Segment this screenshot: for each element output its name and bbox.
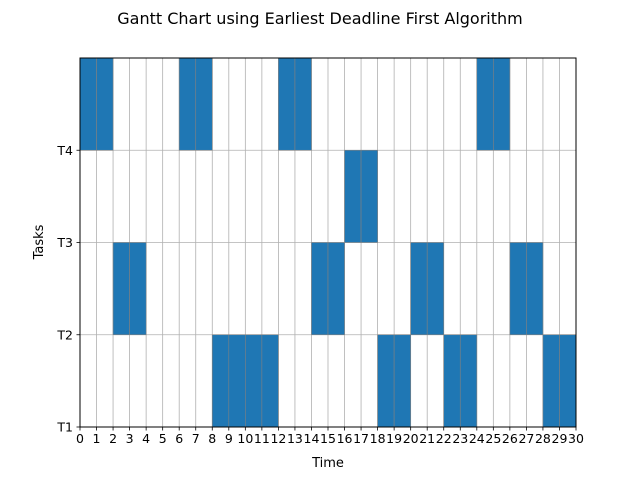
gantt-bar bbox=[112, 242, 130, 336]
x-ticks: 0 1 2 3 4 5 6 7 8 9 10 11 12 13 14 15 16 17 18 19 20 21 22 23 24… bbox=[76, 427, 584, 446]
x-tick-label: 30 bbox=[568, 431, 584, 446]
gantt-bar bbox=[129, 242, 147, 336]
x-tick-label: 1 bbox=[93, 431, 101, 446]
x-tick-label: 12 bbox=[270, 431, 286, 446]
x-tick-label: 23 bbox=[452, 431, 468, 446]
gantt-bar bbox=[393, 334, 411, 428]
x-tick-label: 13 bbox=[287, 431, 303, 446]
gantt-bar bbox=[509, 242, 527, 336]
gantt-bar bbox=[559, 334, 577, 428]
gantt-bar bbox=[526, 242, 544, 336]
x-axis-label: Time bbox=[311, 456, 344, 471]
x-tick-label: 10 bbox=[237, 431, 253, 446]
gantt-bar bbox=[245, 334, 263, 428]
y-ticks: T1 T2 T3 T4 bbox=[56, 143, 80, 435]
x-tick-label: 27 bbox=[518, 431, 534, 446]
x-tick-label: 25 bbox=[485, 431, 501, 446]
x-tick-label: 28 bbox=[535, 431, 551, 446]
x-tick-label: 7 bbox=[192, 431, 200, 446]
gantt-bar bbox=[79, 57, 97, 151]
gantt-bar bbox=[443, 334, 461, 428]
x-tick-label: 29 bbox=[552, 431, 568, 446]
x-tick-label: 24 bbox=[469, 431, 485, 446]
x-tick-label: 9 bbox=[225, 431, 233, 446]
x-tick-label: 19 bbox=[386, 431, 402, 446]
gantt-bar bbox=[178, 57, 197, 151]
x-tick-label: 6 bbox=[175, 431, 183, 446]
x-tick-label: 20 bbox=[403, 431, 419, 446]
x-tick-label: 18 bbox=[370, 431, 386, 446]
x-tick-label: 3 bbox=[126, 431, 134, 446]
y-tick-label: T4 bbox=[56, 143, 73, 158]
x-tick-label: 14 bbox=[304, 431, 320, 446]
gantt-bar bbox=[360, 149, 378, 243]
gantt-bar bbox=[542, 334, 560, 428]
chart-title: Gantt Chart using Earliest Deadline Firs… bbox=[117, 9, 522, 28]
gantt-bar bbox=[459, 334, 478, 428]
gantt-bar bbox=[211, 334, 230, 428]
gantt-bar bbox=[344, 149, 362, 243]
x-tick-label: 26 bbox=[502, 431, 518, 446]
x-tick-label: 2 bbox=[109, 431, 117, 446]
plot-area: 0 1 2 3 4 5 6 7 8 9 10 11 12 13 14 15 16 17 18 19 20 21 22 23 24… bbox=[56, 57, 584, 446]
x-tick-label: 0 bbox=[76, 431, 84, 446]
task-bars bbox=[79, 57, 577, 428]
gantt-bar bbox=[261, 334, 279, 428]
gantt-bar bbox=[426, 242, 445, 336]
x-tick-label: 16 bbox=[337, 431, 353, 446]
gantt-bar bbox=[476, 57, 494, 151]
gantt-bar bbox=[294, 57, 312, 151]
x-tick-label: 5 bbox=[159, 431, 167, 446]
gantt-bar bbox=[493, 57, 511, 151]
x-tick-label: 17 bbox=[353, 431, 369, 446]
x-tick-label: 21 bbox=[419, 431, 435, 446]
y-tick-label: T3 bbox=[56, 235, 73, 250]
x-tick-label: 11 bbox=[254, 431, 270, 446]
y-tick-label: T1 bbox=[56, 420, 73, 435]
gantt-bar bbox=[377, 334, 395, 428]
gantt-bar bbox=[327, 242, 345, 336]
gantt-bar bbox=[195, 57, 213, 151]
gantt-bar bbox=[410, 242, 428, 336]
gantt-bar bbox=[228, 334, 246, 428]
gantt-bar bbox=[311, 242, 329, 336]
x-tick-label: 8 bbox=[208, 431, 216, 446]
y-axis-label: Tasks bbox=[32, 224, 47, 260]
y-tick-label: T2 bbox=[56, 327, 73, 342]
x-tick-label: 15 bbox=[320, 431, 336, 446]
x-tick-label: 22 bbox=[436, 431, 452, 446]
gantt-bar bbox=[96, 57, 114, 151]
x-tick-label: 4 bbox=[142, 431, 150, 446]
gantt-bar bbox=[278, 57, 296, 151]
